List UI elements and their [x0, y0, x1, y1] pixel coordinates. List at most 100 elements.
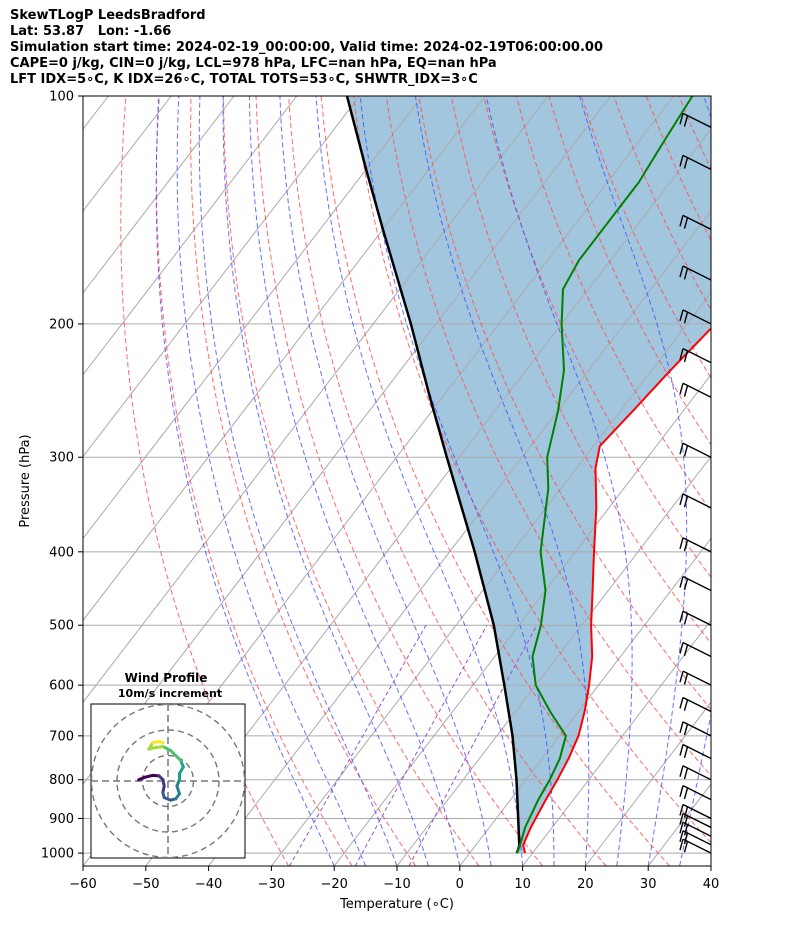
isotherm: [522, 619, 711, 866]
wind-profile-ring: [91, 704, 245, 858]
mixing-ratio-line: [408, 624, 538, 866]
isotherm: [333, 373, 711, 866]
dry-adiabat: [288, 96, 607, 866]
x-tick-label: 10: [514, 877, 531, 892]
y-tick-label: 900: [49, 812, 74, 827]
isotherm: [396, 455, 711, 866]
wind-barb: [679, 348, 711, 364]
plot-area: [83, 96, 711, 866]
dry-adiabat: [353, 96, 711, 844]
wind-barb: [679, 154, 711, 170]
moist-adiabat: [315, 96, 524, 866]
mixing-ratio-line: [289, 624, 427, 866]
y-tick-label: 700: [49, 729, 74, 744]
wind-barb: [679, 670, 711, 686]
moist-adiabat: [414, 96, 590, 866]
y-tick-label: 400: [49, 545, 74, 560]
parcel-profile-line: [345, 96, 521, 854]
y-tick-label: 500: [49, 619, 74, 634]
x-tick-label: −60: [69, 877, 96, 892]
wind-barb: [679, 812, 711, 829]
hodograph-segment: [157, 739, 165, 745]
x-tick-label: −50: [132, 877, 159, 892]
y-tick-label: 200: [49, 317, 74, 332]
wind-barb: [679, 442, 711, 458]
wind-barb: [679, 785, 711, 801]
x-axis-label: Temperature (∘C): [339, 897, 454, 912]
hodograph-trace: [137, 739, 185, 802]
wind-barb: [679, 721, 711, 737]
moist-adiabat: [222, 96, 429, 866]
isotherm: [83, 96, 423, 540]
wind-barbs: [679, 112, 711, 854]
x-tick-label: −30: [258, 877, 285, 892]
isotherm: [83, 96, 235, 294]
isotherm: [83, 96, 549, 704]
x-tick-label: 40: [703, 877, 720, 892]
y-axis-label: Pressure (hPa): [18, 434, 33, 527]
wind-barb: [679, 610, 711, 626]
y-tick-label: 300: [49, 451, 74, 466]
dry-adiabat: [515, 96, 711, 513]
hodograph-segment: [152, 745, 165, 750]
isotherm: [83, 96, 360, 458]
chart-header: SkewTLogP LeedsBradford Lat: 53.87 Lon: …: [10, 8, 603, 88]
header-location: Lat: 53.87 Lon: -1.66: [10, 24, 172, 39]
dewpoint-line: [515, 96, 694, 854]
moist-adiabat: [176, 96, 367, 866]
x-tick-label: 30: [640, 877, 657, 892]
header-indices-cape: CAPE=0 j/kg, CIN=0 j/kg, LCL=978 hPa, LF…: [10, 56, 497, 71]
wind-barb: [679, 214, 711, 230]
wind-barb: [679, 493, 711, 509]
moist-adiabat: [155, 96, 335, 866]
dry-adiabat: [320, 96, 671, 866]
wind-barb: [679, 575, 711, 592]
x-tick-label: 0: [456, 877, 464, 892]
y-tick-label: 600: [49, 679, 74, 694]
x-tick-label: −10: [383, 877, 410, 892]
moist-adiabat: [279, 96, 492, 866]
wind-barb: [679, 765, 711, 781]
inset-subtitle: 10m/s increment: [118, 687, 222, 700]
wind-profile-inset: Wind Profile 10m/s increment: [90, 671, 246, 859]
moist-adiabat: [248, 96, 461, 866]
isotherm: [271, 292, 711, 866]
dry-adiabat: [223, 96, 480, 866]
y-tick-label: 100: [49, 90, 74, 105]
wind-barb: [679, 821, 711, 837]
wind-barb: [679, 265, 711, 281]
wind-barb: [679, 803, 711, 820]
header-title: SkewTLogP LeedsBradford: [10, 8, 206, 23]
dry-adiabat: [483, 96, 711, 579]
wind-barb: [679, 838, 711, 854]
header-indices-stability: LFT IDX=5∘C, K IDX=26∘C, TOTAL TOTS=53∘C…: [10, 72, 478, 87]
temperature-line: [522, 327, 711, 854]
x-tick-label: −40: [195, 877, 222, 892]
dry-adiabats: [120, 96, 711, 866]
wind-barb: [679, 309, 711, 325]
header-times: Simulation start time: 2024-02-19_00:00:…: [10, 40, 603, 55]
wind-barb: [679, 641, 711, 658]
dry-adiabat: [255, 96, 543, 866]
wind-barb: [679, 112, 711, 128]
dry-adiabat: [418, 96, 711, 711]
wind-barb: [679, 830, 711, 846]
dry-adiabat: [155, 96, 353, 866]
isotherms: [83, 96, 711, 866]
moist-adiabat: [485, 96, 633, 866]
moist-adiabats: [155, 96, 711, 866]
y-tick-label: 800: [49, 773, 74, 788]
isotherm: [585, 701, 711, 866]
wind-barb: [679, 743, 711, 760]
y-tick-label: 1000: [41, 847, 74, 862]
isotherm: [83, 96, 298, 376]
dry-adiabat: [120, 96, 290, 866]
mixing-ratio-lines: [289, 624, 538, 866]
wind-barb: [679, 696, 711, 713]
wind-barb: [679, 382, 711, 398]
moist-adiabat: [198, 96, 398, 866]
x-axis-ticks: −60 −50 −40 −30 −20 −10 0 10 20 30 40: [69, 866, 719, 892]
cape-cin-shading: [347, 96, 711, 854]
mixing-ratio-line: [354, 624, 488, 866]
isotherm: [459, 537, 711, 866]
